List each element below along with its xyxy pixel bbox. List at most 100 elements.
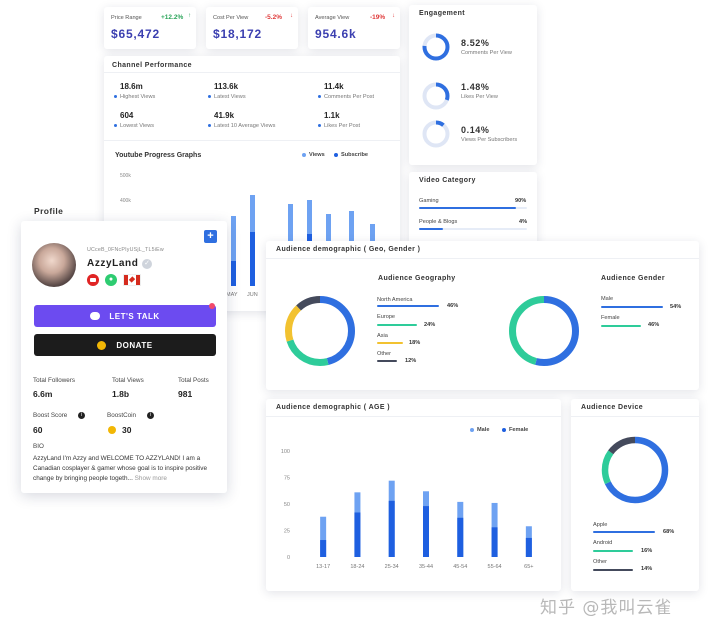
stat-value: 113.6k <box>214 82 239 91</box>
device-pct: 14% <box>641 566 653 572</box>
profile-card: + UCceB_0FNcPIyUSjL_TL5iEw AzzyLand ✓ ● … <box>21 221 227 493</box>
x-tick-label: 45-54 <box>453 564 467 570</box>
device-donut-chart <box>601 436 669 504</box>
device-bar <box>593 569 633 571</box>
category-bar <box>419 228 443 230</box>
device-bar <box>593 550 633 552</box>
category-label: People & Blogs <box>419 219 458 225</box>
arrow-down-icon: ↓ <box>290 13 293 19</box>
device-slice-android <box>601 436 669 504</box>
gender-bar <box>601 306 663 308</box>
x-tick: MAY <box>226 292 238 298</box>
network-icon[interactable]: ● <box>105 274 117 286</box>
coin-icon <box>97 340 107 350</box>
comments-ring-chart <box>422 33 450 61</box>
stat-label: Latest 10 Average Views <box>208 123 275 129</box>
stat-value: 41.9k <box>214 111 235 120</box>
divider <box>571 416 699 417</box>
info-icon[interactable]: i <box>147 412 154 419</box>
age-bar-female-18-24 <box>354 512 361 557</box>
stat-value: 1.1k <box>324 111 340 120</box>
lets-talk-button[interactable]: LET'S TALK <box>34 305 216 327</box>
kpi-label: Cost Per View <box>213 15 249 21</box>
profile-name: AzzyLand <box>87 258 139 269</box>
geo-pct: 46% <box>447 303 459 309</box>
channel-id: UCceB_0FNcPIyUSjL_TL5iEw <box>87 247 164 253</box>
stat-value: 981 <box>178 389 193 399</box>
age-bar-female-25-34 <box>388 500 395 557</box>
legend-male: Male <box>470 427 489 433</box>
boostcoin-value: 30 <box>122 425 132 435</box>
stat-label: Likes Per Post <box>318 123 360 129</box>
add-button[interactable]: + <box>204 230 217 243</box>
likes-ring-chart <box>422 82 450 110</box>
audience-age-card: Audience demographic ( AGE ) Male Female… <box>266 399 561 591</box>
kpi-label: Price Range <box>111 15 142 21</box>
engagement-card: Engagement 8.52% Comments Per View 1.48%… <box>409 5 537 165</box>
subscribers-ring-chart <box>422 120 450 148</box>
engagement-label: Comments Per View <box>461 50 512 56</box>
kpi-label: Average View <box>315 15 350 21</box>
y-tick: 400k <box>120 198 131 204</box>
stat-label: Latest Views <box>208 94 246 100</box>
youtube-icon[interactable] <box>87 274 99 286</box>
geo-label: North America <box>377 297 413 303</box>
audience-device-card: Audience Device Apple 68% Android 16% Ot… <box>571 399 699 591</box>
gender-pct: 46% <box>648 322 660 328</box>
stat-value: 6.6m <box>33 389 53 399</box>
y-tick-label: 0 <box>287 555 290 561</box>
device-label: Other <box>593 559 607 565</box>
geo-pct: 24% <box>424 322 436 328</box>
x-tick-label: 25-34 <box>385 564 399 570</box>
device-pct: 68% <box>663 529 675 535</box>
gender-title: Audience Gender <box>601 275 665 282</box>
geo-slice-other <box>285 296 355 366</box>
geo-title: Audience Geography <box>378 275 456 282</box>
donate-button[interactable]: DONATE <box>34 334 216 356</box>
verified-icon: ✓ <box>142 259 152 269</box>
geo-pct: 18% <box>409 340 421 346</box>
arrow-up-icon: ↑ <box>188 13 191 19</box>
divider <box>104 72 400 73</box>
y-tick-label: 100 <box>281 449 290 455</box>
x-tick: JUN <box>247 292 258 298</box>
coin-icon <box>108 426 116 434</box>
category-pct: 90% <box>515 198 527 204</box>
notification-dot <box>209 303 215 309</box>
info-icon[interactable]: i <box>78 412 85 419</box>
geo-pct: 12% <box>405 358 417 364</box>
boost-score-value: 60 <box>33 425 43 435</box>
divider <box>104 140 400 141</box>
geo-label: Asia <box>377 333 388 339</box>
chat-icon <box>90 312 101 320</box>
gender-label: Male <box>601 296 614 302</box>
avatar <box>32 243 76 287</box>
x-tick-label: 13-17 <box>316 564 330 570</box>
category-pct: 4% <box>519 219 528 225</box>
stat-label: Total Followers <box>33 377 75 384</box>
video-category-card: Video Category Gaming 90% People & Blogs… <box>409 172 537 250</box>
audience-geo-title: Audience demographic ( Geo, Gender ) <box>276 246 421 253</box>
stat-label: Lowest Views <box>114 123 154 129</box>
divider <box>266 258 699 259</box>
video-category-title: Video Category <box>419 177 476 184</box>
device-bar <box>593 531 655 533</box>
kpi-card-cost-per-view: Cost Per View -5.2% ↓ $18,172 <box>206 7 298 49</box>
stat-value: 604 <box>120 111 134 120</box>
x-tick-label: 18-24 <box>350 564 364 570</box>
show-more-link[interactable]: Show more <box>134 475 167 482</box>
kpi-value: 954.6k <box>315 27 357 41</box>
category-bar <box>419 207 516 209</box>
geo-slice-asia <box>285 296 355 366</box>
geo-bar <box>377 305 439 307</box>
device-slice-other <box>601 436 669 504</box>
device-title: Audience Device <box>581 404 644 411</box>
kpi-change: -19% <box>370 14 386 21</box>
stat-label: Total Views <box>112 377 144 384</box>
gender-pct: 54% <box>670 304 682 310</box>
audience-geo-gender-card: Audience demographic ( Geo, Gender ) Aud… <box>266 241 699 390</box>
engagement-value: 8.52% <box>461 38 490 48</box>
bio-text: AzzyLand I'm Azzy and WELCOME TO AZZYLAN… <box>33 455 208 482</box>
age-bar-female-13-17 <box>320 540 327 557</box>
kpi-card-price-range: Price Range +12.2% ↑ $65,472 <box>104 7 196 49</box>
